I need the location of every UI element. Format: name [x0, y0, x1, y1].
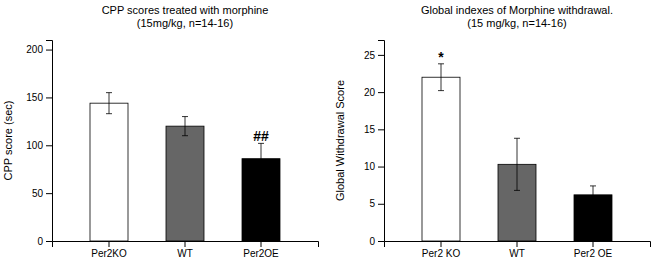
y-tick: 20 [364, 87, 384, 98]
tick-label: 25 [364, 50, 376, 61]
tick-label: 0 [37, 236, 43, 247]
bar [90, 103, 128, 241]
tick-label: Per2OE [243, 248, 279, 259]
error-bar [182, 117, 188, 136]
plot: 0 50 100 150 200 Per2KO WT Per2OE CPP score (sec… [2, 41, 319, 260]
y-tick: 50 [32, 188, 52, 199]
tick-label: 20 [364, 87, 376, 98]
tick-mark [378, 241, 384, 242]
annotation: ## [253, 128, 269, 144]
y-tick: 10 [364, 161, 384, 172]
tick-mark [593, 241, 594, 247]
tick-mark [46, 97, 52, 98]
tick-mark [441, 241, 442, 247]
tick-mark [185, 241, 186, 247]
tick-label: 5 [369, 198, 375, 209]
y-tick: 0 [37, 236, 52, 247]
y-tick: 5 [369, 198, 384, 209]
figure: CPP scores treated with morphine(15mg/kg… [0, 0, 664, 265]
x-tick: Per2KO [91, 241, 127, 259]
tick-mark [378, 55, 384, 56]
tick-mark [46, 145, 52, 146]
y-tick: 100 [26, 140, 52, 151]
title-line: (15mg/kg, n=14-16) [137, 17, 233, 29]
plot: 0 5 10 15 20 25 Per2 KO WT Per2 OE Global Withdra… [334, 41, 651, 260]
error-bar [258, 143, 264, 174]
tick-mark [261, 241, 262, 247]
tick-mark [517, 241, 518, 247]
x-tick: Per2OE [243, 241, 279, 259]
y-tick: 0 [369, 236, 384, 247]
marks [90, 93, 280, 241]
error-bar [514, 138, 520, 190]
tick-label: Per2KO [91, 248, 127, 259]
tick-mark [378, 204, 384, 205]
y-tick: 15 [364, 124, 384, 135]
tick-mark [46, 241, 52, 242]
panel: Global indexes of Morphine withdrawal.(1… [334, 4, 651, 259]
x-axis: Per2 KO WT Per2 OE [385, 241, 651, 259]
panel: CPP scores treated with morphine(15mg/kg… [2, 4, 319, 259]
title: CPP scores treated with morphine(15mg/kg… [102, 4, 269, 29]
y-tick: 200 [26, 44, 52, 55]
error-bar [438, 64, 444, 91]
x-tick: WT [177, 241, 193, 259]
tick-label: WT [177, 248, 193, 259]
annotation: * [438, 49, 444, 65]
error-bar [590, 186, 596, 204]
y-axis: 0 50 100 150 200 [26, 41, 52, 247]
y-axis-title: CPP score (sec) [2, 101, 14, 181]
tick-label: 0 [369, 236, 375, 247]
tick-label: WT [509, 248, 525, 259]
marks [422, 64, 612, 241]
error-bar [106, 93, 112, 114]
bar [166, 126, 204, 241]
bar [422, 77, 460, 241]
title-line: CPP scores treated with morphine [102, 4, 269, 16]
x-tick: Per2 OE [574, 241, 613, 259]
y-axis: 0 5 10 15 20 25 [364, 41, 385, 247]
tick-label: 50 [32, 188, 44, 199]
tick-label: 15 [364, 124, 376, 135]
tick-label: 150 [26, 92, 43, 103]
tick-label: Per2 KO [422, 248, 461, 259]
title-line: Global indexes of Morphine withdrawal. [421, 4, 613, 16]
tick-mark [378, 129, 384, 130]
x-tick: Per2 KO [422, 241, 461, 259]
y-tick: 25 [364, 50, 384, 61]
x-tick: WT [509, 241, 525, 259]
tick-mark [378, 167, 384, 168]
title-line: (15 mg/kg, n=14-16) [467, 17, 566, 29]
axis-line [53, 242, 319, 248]
tick-mark [46, 193, 52, 194]
tick-label: 200 [26, 44, 43, 55]
title: Global indexes of Morphine withdrawal.(1… [421, 4, 613, 29]
tick-label: Per2 OE [574, 248, 613, 259]
tick-label: 100 [26, 140, 43, 151]
x-axis: Per2KO WT Per2OE [53, 241, 319, 259]
tick-mark [378, 92, 384, 93]
tick-mark [46, 50, 52, 51]
axis-line [378, 41, 385, 242]
axis-line [46, 41, 53, 242]
y-axis-title: Global Withdrawal Score [334, 80, 346, 201]
y-tick: 150 [26, 92, 52, 103]
axis-line [385, 242, 651, 248]
tick-mark [109, 241, 110, 247]
tick-label: 10 [364, 161, 376, 172]
